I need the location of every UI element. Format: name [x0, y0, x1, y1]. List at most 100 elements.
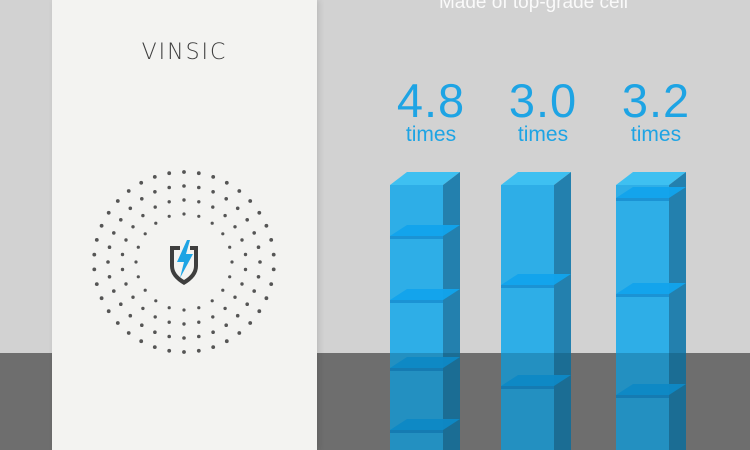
stat-cell-1: 4.8 times	[371, 76, 491, 148]
emblem-dot	[153, 315, 157, 319]
block-floor-shade	[616, 353, 686, 450]
emblem-dot	[134, 260, 138, 264]
emblem-dot	[115, 321, 120, 325]
emblem-dot	[182, 170, 186, 174]
emblem-dot	[167, 200, 171, 204]
emblem-dot	[230, 260, 234, 264]
emblem-dot	[112, 289, 116, 293]
emblem-dot	[228, 275, 232, 279]
emblem-dot	[197, 200, 201, 204]
emblem-dot	[94, 238, 99, 242]
block-floor-shade	[501, 353, 571, 450]
emblem-dot	[196, 348, 201, 353]
emblem-dot	[153, 205, 157, 209]
cell-separator	[390, 225, 460, 236]
block-top	[390, 172, 460, 185]
shield-lightning-icon	[92, 170, 276, 354]
block-front	[616, 185, 669, 450]
stat-unit: times	[405, 123, 457, 146]
emblem-dot	[140, 323, 144, 328]
stat-cell-3: 3.2 times	[596, 76, 716, 148]
emblem-dot	[269, 282, 274, 286]
stat-cell-2: 3.0 times	[483, 76, 603, 148]
emblem-dot	[243, 267, 248, 272]
emblem-dot	[152, 345, 157, 349]
emblem-dot	[243, 252, 248, 257]
emblem-dot	[92, 267, 97, 272]
emblem-dot	[245, 302, 249, 307]
emblem-dot	[153, 190, 157, 194]
emblem-dot	[224, 323, 228, 328]
emblem-dot	[167, 348, 172, 353]
emblem-dot	[141, 306, 145, 311]
emblem-dot	[211, 205, 215, 209]
cell-separator-edge	[390, 300, 443, 303]
emblem-dot	[120, 267, 125, 272]
emblem-dot	[136, 275, 140, 279]
cell-stack-2	[501, 172, 571, 450]
emblem-dot	[153, 330, 157, 335]
emblem-dot	[126, 331, 131, 335]
emblem-dot	[233, 225, 237, 229]
emblem-dot	[223, 213, 227, 218]
emblem-dot	[139, 339, 144, 344]
emblem-dot	[258, 260, 262, 264]
emblem-dot	[257, 210, 262, 215]
emblem-dot	[252, 231, 256, 235]
emblem-dot	[107, 275, 112, 279]
block-side	[669, 172, 686, 450]
emblem-dot	[221, 288, 225, 292]
cell-separator	[616, 384, 686, 395]
block-front	[501, 185, 554, 450]
stat-unit: times	[517, 123, 569, 146]
emblem-dot	[248, 199, 253, 203]
emblem-dot	[211, 190, 215, 194]
emblem-dot	[140, 197, 144, 201]
emblem-dot	[271, 252, 276, 257]
emblem-dot	[139, 180, 144, 185]
emblem-dot	[271, 267, 276, 272]
emblem-dot	[197, 334, 201, 339]
emblem-dot	[182, 184, 186, 188]
emblem-dot	[167, 320, 171, 324]
emblem-dot	[154, 221, 158, 225]
emblem-dot	[131, 295, 135, 299]
stat-value: 3.0	[508, 74, 578, 127]
cell-separator	[501, 274, 571, 285]
emblem-dot	[119, 302, 123, 307]
emblem-dot	[228, 245, 232, 249]
emblem-dot	[119, 218, 123, 222]
emblem-dot	[240, 282, 244, 286]
emblem-dot	[106, 260, 110, 264]
headline: Made of top-grade cell	[438, 0, 629, 13]
cell-stack-3	[616, 172, 686, 450]
emblem-dot	[197, 320, 201, 324]
cell-separator-edge	[616, 198, 669, 201]
emblem-dot	[124, 238, 128, 242]
emblem-dot	[197, 306, 201, 310]
emblem-dot	[224, 180, 229, 185]
emblem-dot	[154, 299, 158, 303]
stat-value: 4.8	[396, 74, 466, 127]
block-side	[443, 172, 460, 450]
emblem-dot	[269, 238, 274, 242]
block-floor-shade	[390, 353, 460, 450]
emblem-dot	[224, 339, 229, 344]
emblem-dot	[240, 238, 244, 242]
emblem-dot	[182, 308, 186, 312]
stat-value: 3.2	[621, 74, 691, 127]
emblem-dot	[237, 331, 242, 335]
emblem-dot	[167, 185, 171, 190]
emblem-dot	[106, 210, 111, 215]
stat-unit: times	[630, 123, 682, 146]
emblem-dot	[197, 185, 201, 190]
emblem-dot	[257, 309, 262, 314]
emblem-dot	[210, 221, 214, 225]
emblem-dot	[99, 223, 104, 228]
emblem-dot	[128, 313, 133, 318]
emblem-dot	[233, 295, 237, 299]
block-top	[501, 172, 571, 185]
emblem-dot	[167, 171, 172, 176]
emblem-dot	[211, 330, 215, 335]
emblem-dot	[167, 334, 171, 339]
